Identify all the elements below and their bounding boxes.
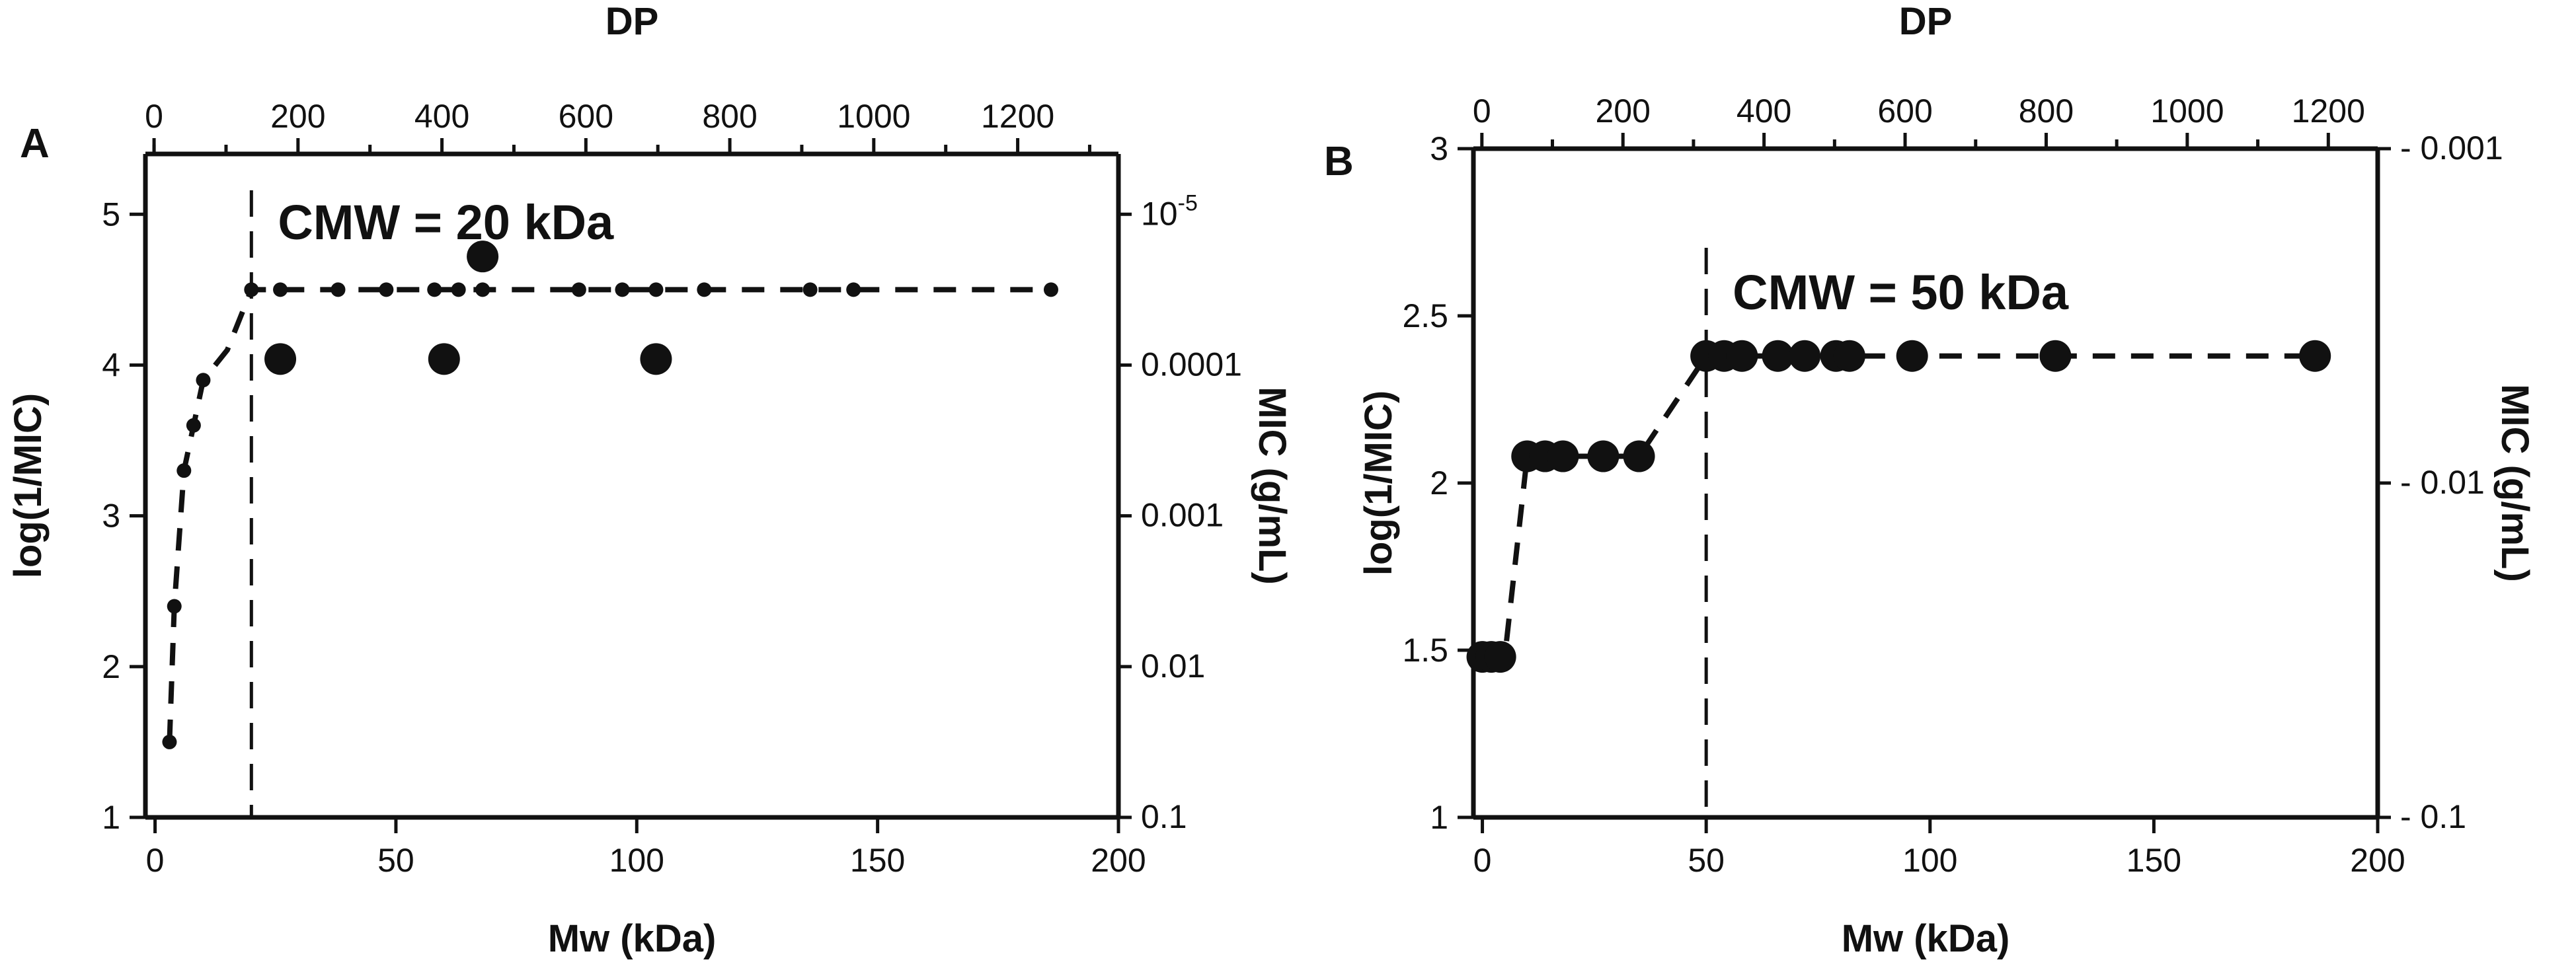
y-axis-title: log(1/MIC): [1357, 391, 1400, 576]
right-tick-label: 0.001: [1141, 497, 1224, 534]
cmw-annotation: CMW = 50 kDa: [1733, 265, 2069, 320]
right-tick-label: 0.01: [1141, 648, 1205, 685]
data-point: [1623, 440, 1655, 472]
data-point: [162, 734, 177, 749]
top-axis-title: DP: [605, 0, 659, 43]
right-tick-label: 0.1: [1141, 798, 1187, 835]
data-point: [273, 282, 288, 297]
fit-line: [167, 287, 1051, 743]
right-tick-label: - 0.001: [2400, 130, 2503, 167]
data-point: [571, 282, 586, 297]
data-point: [802, 282, 818, 297]
x-tick-label: 50: [377, 842, 414, 879]
top-tick-label: 800: [2019, 93, 2074, 130]
data-point: [1896, 340, 1928, 372]
x-tick-label: 200: [1091, 842, 1146, 879]
x-tick-label: 100: [1902, 842, 1957, 879]
data-point: [467, 241, 499, 273]
y-axis-title: log(1/MIC): [7, 393, 50, 578]
data-point: [428, 343, 460, 375]
right-axis-title: MIC (g/mL): [2493, 384, 2536, 582]
panel-label: A: [20, 121, 50, 167]
y-tick-label: 1.5: [1402, 632, 1448, 669]
y-tick-label: 3: [1430, 130, 1448, 167]
data-point: [1762, 340, 1794, 372]
data-point: [1833, 340, 1865, 372]
y-tick-label: 5: [102, 196, 120, 233]
data-point: [475, 282, 490, 297]
data-point: [379, 282, 394, 297]
y-tick-label: 2.5: [1402, 297, 1448, 334]
top-tick-label: 1200: [981, 98, 1054, 135]
data-point: [264, 343, 297, 375]
data-point: [2299, 340, 2331, 372]
data-point: [186, 418, 201, 433]
data-point: [196, 373, 211, 388]
data-point: [846, 282, 861, 297]
top-tick-label: 400: [1737, 93, 1791, 130]
top-tick-label: 400: [414, 98, 469, 135]
top-tick-label: 600: [559, 98, 613, 135]
data-point: [648, 282, 664, 297]
right-tick-exponent: -5: [1178, 190, 1198, 215]
data-point: [451, 282, 466, 297]
x-axis-title: Mw (kDa): [1842, 917, 2010, 960]
data-point: [1484, 641, 1516, 673]
top-axis-title: DP: [1899, 0, 1953, 43]
top-tick-label: 0: [1473, 93, 1491, 130]
top-tick-label: 600: [1877, 93, 1932, 130]
x-axis-title: Mw (kDa): [548, 917, 717, 960]
top-tick-label: 200: [270, 98, 325, 135]
right-tick-label: - 0.01: [2400, 464, 2485, 501]
data-point: [1587, 440, 1620, 472]
fit-line: [1482, 353, 2316, 660]
top-tick-label: 0: [145, 98, 163, 135]
y-tick-label: 1: [1430, 799, 1448, 836]
data-point: [427, 282, 442, 297]
top-tick-label: 800: [702, 98, 757, 135]
data-point: [697, 282, 712, 297]
top-tick-label: 200: [1596, 93, 1651, 130]
x-tick-label: 150: [2127, 842, 2181, 879]
y-tick-label: 4: [102, 346, 120, 383]
x-tick-label: 100: [609, 842, 664, 879]
data-point: [1043, 282, 1058, 297]
top-tick-label: 1000: [837, 98, 910, 135]
x-tick-label: 50: [1688, 842, 1725, 879]
data-point: [2039, 340, 2072, 372]
x-tick-label: 0: [146, 842, 165, 879]
data-point: [1726, 340, 1758, 372]
right-axis-title: MIC (g/mL): [1251, 387, 1294, 585]
data-point: [176, 463, 192, 478]
data-point: [1789, 340, 1821, 372]
data-point: [331, 282, 346, 297]
data-point: [244, 282, 259, 297]
data-point: [615, 282, 630, 297]
y-tick-label: 1: [102, 799, 120, 836]
right-tick-label: 0.0001: [1141, 346, 1242, 383]
y-tick-label: 2: [102, 648, 120, 685]
data-point: [167, 599, 182, 614]
y-tick-label: 2: [1430, 465, 1448, 502]
right-tick-label: 10-5: [1141, 190, 1198, 232]
data-point: [640, 343, 672, 375]
panel-label: B: [1324, 139, 1354, 184]
top-tick-label: 1000: [2150, 93, 2224, 130]
x-tick-label: 150: [850, 842, 905, 879]
x-tick-label: 0: [1473, 842, 1492, 879]
top-tick-label: 1200: [2292, 93, 2365, 130]
right-tick-label: - 0.1: [2400, 798, 2466, 835]
y-tick-label: 3: [102, 498, 120, 535]
cmw-annotation: CMW = 20 kDa: [278, 195, 614, 250]
x-tick-label: 200: [2350, 842, 2405, 879]
data-point: [1547, 440, 1579, 472]
